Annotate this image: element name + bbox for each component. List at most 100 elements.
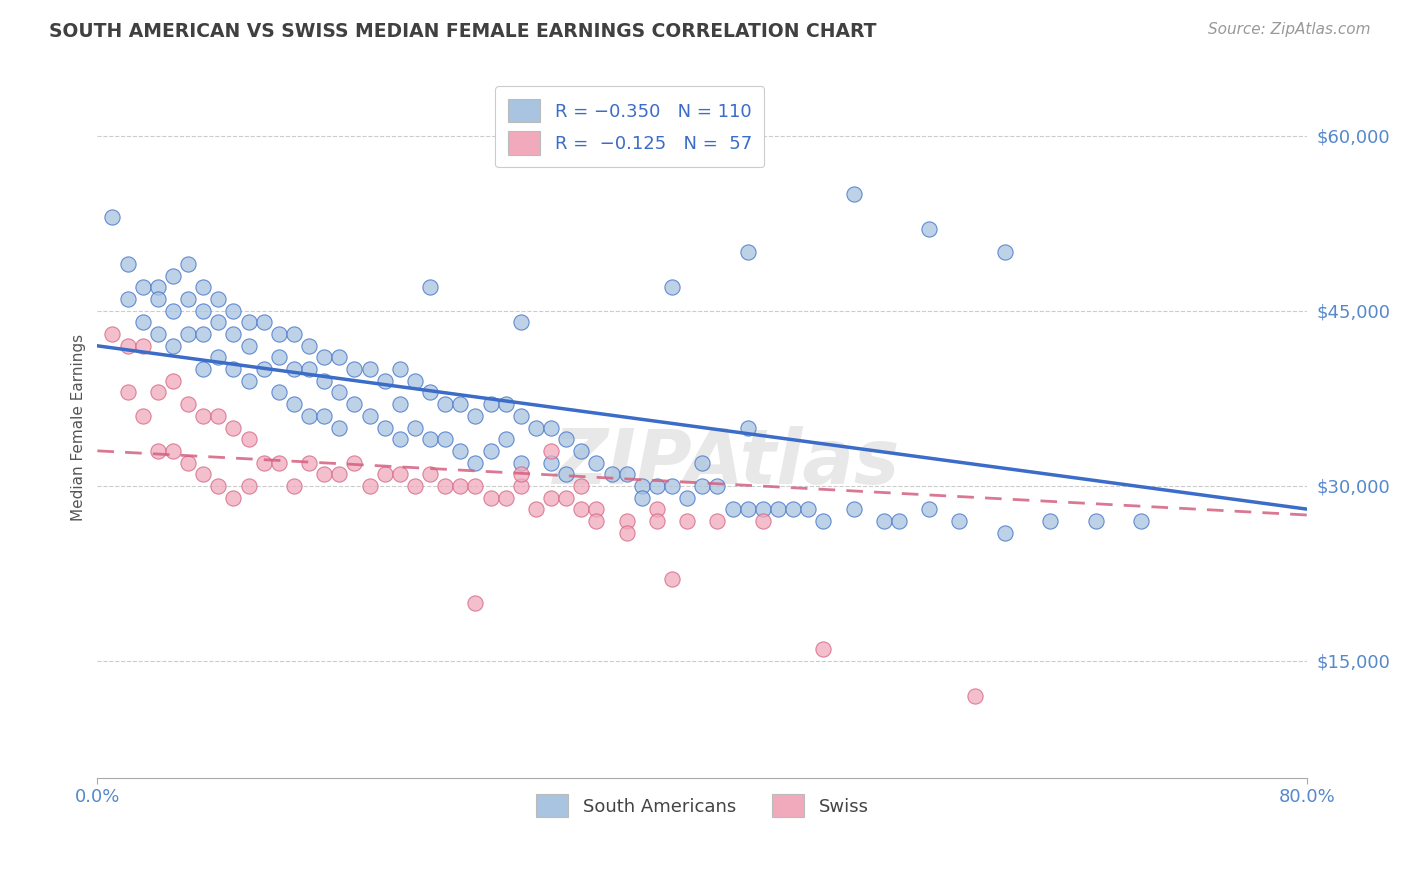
Point <box>177 257 200 271</box>
Point <box>616 514 638 528</box>
Point <box>676 491 699 505</box>
Point <box>298 362 321 376</box>
Point <box>238 479 260 493</box>
Point <box>1084 514 1107 528</box>
Point <box>509 467 531 482</box>
Point <box>177 456 200 470</box>
Point <box>524 420 547 434</box>
Point <box>238 339 260 353</box>
Point <box>238 316 260 330</box>
Point <box>752 514 775 528</box>
Point <box>132 280 155 294</box>
Point <box>737 502 759 516</box>
Point <box>253 456 276 470</box>
Point <box>146 385 169 400</box>
Point <box>177 327 200 342</box>
Point <box>464 595 486 609</box>
Point <box>676 514 699 528</box>
Point <box>721 502 744 516</box>
Point <box>359 479 381 493</box>
Point <box>661 572 683 586</box>
Point <box>692 456 714 470</box>
Point <box>343 362 366 376</box>
Point <box>101 327 124 342</box>
Point <box>404 374 426 388</box>
Point <box>298 339 321 353</box>
Point <box>585 456 607 470</box>
Point <box>374 467 396 482</box>
Point <box>314 351 336 365</box>
Point <box>222 362 245 376</box>
Point <box>524 502 547 516</box>
Point <box>540 443 562 458</box>
Point <box>162 443 184 458</box>
Point <box>555 467 578 482</box>
Point <box>314 374 336 388</box>
Point <box>146 443 169 458</box>
Point <box>328 467 350 482</box>
Point <box>162 303 184 318</box>
Point <box>509 409 531 423</box>
Point <box>661 479 683 493</box>
Point <box>569 443 592 458</box>
Point <box>359 409 381 423</box>
Point <box>374 420 396 434</box>
Point <box>177 292 200 306</box>
Point <box>101 211 124 225</box>
Point <box>298 456 321 470</box>
Point <box>222 491 245 505</box>
Point <box>222 420 245 434</box>
Point <box>207 409 229 423</box>
Point <box>963 689 986 703</box>
Point <box>918 222 941 236</box>
Point <box>797 502 820 516</box>
Point <box>434 432 457 446</box>
Point <box>509 479 531 493</box>
Point <box>162 268 184 283</box>
Y-axis label: Median Female Earnings: Median Female Earnings <box>72 334 86 521</box>
Point <box>948 514 970 528</box>
Point <box>661 280 683 294</box>
Point <box>449 397 471 411</box>
Point <box>283 479 305 493</box>
Point <box>117 257 139 271</box>
Point <box>404 479 426 493</box>
Point <box>706 479 728 493</box>
Point <box>464 456 486 470</box>
Text: ZIPAtlas: ZIPAtlas <box>553 425 900 500</box>
Point <box>706 514 728 528</box>
Point <box>253 316 276 330</box>
Point <box>737 245 759 260</box>
Point <box>569 479 592 493</box>
Point <box>207 351 229 365</box>
Point <box>495 432 517 446</box>
Point <box>207 292 229 306</box>
Point <box>193 303 215 318</box>
Point <box>419 432 441 446</box>
Point <box>449 443 471 458</box>
Point <box>842 187 865 202</box>
Point <box>162 374 184 388</box>
Point <box>314 409 336 423</box>
Point <box>222 303 245 318</box>
Point <box>419 385 441 400</box>
Point <box>419 280 441 294</box>
Point <box>193 409 215 423</box>
Point <box>918 502 941 516</box>
Point <box>585 502 607 516</box>
Point <box>359 362 381 376</box>
Point <box>238 374 260 388</box>
Point <box>404 420 426 434</box>
Point <box>813 642 835 657</box>
Point <box>752 502 775 516</box>
Point <box>388 467 411 482</box>
Point <box>328 351 350 365</box>
Point <box>994 525 1017 540</box>
Point <box>434 479 457 493</box>
Point <box>569 502 592 516</box>
Point <box>479 397 502 411</box>
Point <box>434 397 457 411</box>
Point <box>146 292 169 306</box>
Point <box>540 420 562 434</box>
Point <box>495 491 517 505</box>
